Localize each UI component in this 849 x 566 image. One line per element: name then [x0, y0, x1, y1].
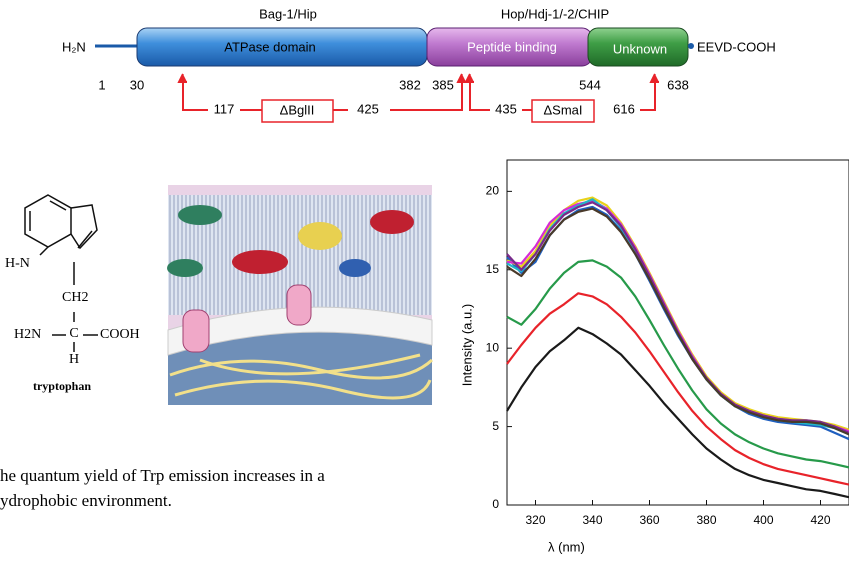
- x-tick-label: 380: [696, 513, 716, 527]
- domain-blob: [178, 205, 222, 225]
- deletion-end: 616: [613, 101, 635, 116]
- unknown-bar: [587, 27, 689, 67]
- atom-label: CH2: [62, 290, 88, 305]
- x-tick-label: 420: [810, 513, 830, 527]
- membrane-illustration: [167, 185, 434, 405]
- domain-blob: [167, 259, 203, 277]
- y-axis-label: Intensity (a.u.): [459, 304, 474, 386]
- atom-label: H-N: [5, 256, 30, 271]
- domain-label: Unknown: [613, 41, 667, 56]
- spectrum-line: [506, 201, 849, 434]
- position: 1: [98, 77, 105, 92]
- spectrum-line: [506, 259, 849, 469]
- position: 638: [667, 77, 689, 92]
- spectrum-chart: λ (nm) Intensity (a.u.): [459, 304, 584, 555]
- position: 385: [432, 77, 454, 92]
- spectrum-line: [506, 292, 849, 486]
- n-label: H₂N: [62, 39, 86, 54]
- deletion-name: ΔSmaI: [543, 102, 582, 117]
- protein: [286, 284, 312, 326]
- y-tick-label: 20: [486, 184, 500, 198]
- atom-label: H: [69, 352, 79, 367]
- group-label: Bag-1/Hip: [259, 6, 317, 21]
- domain-diagram: Bag-1/Hip Hop/Hdj-1/-2/CHIP H₂N ATPase d…: [62, 6, 776, 123]
- y-tick-label: 0: [492, 497, 499, 511]
- spectrum-line: [506, 199, 849, 433]
- inner-leaflet: [167, 306, 433, 356]
- domain-blob: [339, 259, 371, 277]
- spectrum-line: [506, 207, 849, 436]
- deletion-start: 117: [214, 101, 235, 116]
- tryptophan-structure: H-N CH2 H2N C COOH H tryptophan: [5, 194, 140, 393]
- spectrum-line: [506, 326, 849, 499]
- cytoskeleton-bg: [168, 323, 432, 405]
- spectrum-line: [506, 196, 849, 431]
- domain-label: ATPase domain: [224, 39, 316, 54]
- domain-blob: [370, 210, 414, 234]
- deletion-start: 435: [495, 101, 517, 116]
- deletion-name: ΔBglII: [280, 102, 315, 117]
- x-axis-label: λ (nm): [548, 539, 585, 554]
- atom-label: COOH: [100, 327, 140, 342]
- y-tick-label: 15: [486, 262, 500, 276]
- domain-label: Peptide binding: [467, 39, 557, 54]
- x-tick-label: 360: [639, 513, 659, 527]
- atom-label: H2N: [14, 327, 41, 342]
- position: 544: [579, 77, 601, 92]
- domain-blob: [232, 250, 288, 274]
- atom-label: C: [69, 326, 78, 341]
- spectrum-line: [506, 198, 849, 436]
- bonds: [24, 194, 98, 352]
- spectrum-line: [506, 205, 849, 441]
- x-tick-label: 400: [753, 513, 773, 527]
- x-tick-label: 340: [582, 513, 602, 527]
- caption-line: ydrophobic environment.: [0, 491, 172, 510]
- x-tick-label: 320: [525, 513, 545, 527]
- caption-line: he quantum yield of Trp emission increas…: [0, 466, 325, 485]
- c-label: EEVD-COOH: [697, 39, 776, 54]
- c-dot: [688, 43, 694, 49]
- domain-blob: [298, 222, 342, 250]
- deletion-lines: [177, 73, 659, 123]
- molecule-name: tryptophan: [33, 379, 91, 393]
- position: 382: [399, 77, 421, 92]
- group-label: Hop/Hdj-1/-2/CHIP: [501, 6, 609, 21]
- deletion-end: 425: [357, 101, 379, 116]
- position: 30: [130, 77, 144, 92]
- plot-frame: [506, 159, 849, 506]
- filaments: [169, 353, 434, 400]
- y-tick-label: 5: [492, 419, 499, 433]
- protein: [182, 309, 210, 353]
- y-tick-label: 10: [486, 340, 500, 354]
